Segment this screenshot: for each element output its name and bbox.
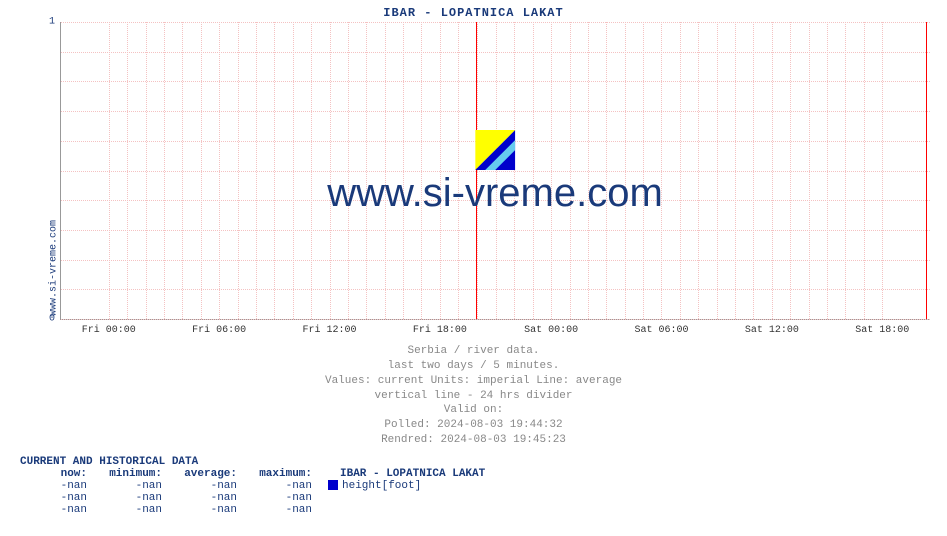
series-unit-text: height[foot] (342, 480, 421, 492)
gridline-v-minor (606, 22, 607, 319)
xtick-label: Sat 12:00 (745, 325, 799, 336)
xtick-label: Sat 00:00 (524, 325, 578, 336)
gridline-v-minor (864, 22, 865, 319)
table-row: -nan-nan-nan-nan (20, 504, 485, 516)
gridline-v (772, 22, 773, 319)
table-cell: -nan (170, 504, 245, 516)
divider-line (476, 22, 477, 319)
divider-line (926, 22, 927, 319)
gridline-v-minor (274, 22, 275, 319)
table-title: CURRENT AND HISTORICAL DATA (20, 456, 485, 468)
xtick-label: Fri 18:00 (413, 325, 467, 336)
ytick-label: 0 (49, 314, 55, 325)
gridline-v-minor (588, 22, 589, 319)
gridline-v-minor (625, 22, 626, 319)
gridline-v-minor (348, 22, 349, 319)
table-cell: -nan (20, 492, 95, 504)
table-header-row: now:minimum:average:maximum:IBAR - LOPAT… (20, 468, 485, 480)
gridline-v-minor (827, 22, 828, 319)
subtitle-line: last two days / 5 minutes. (0, 359, 947, 374)
xtick-label: Sat 18:00 (855, 325, 909, 336)
table-cell: -nan (20, 504, 95, 516)
table-cell: -nan (170, 480, 245, 492)
table-cell: -nan (245, 492, 320, 504)
subtitle-line: Serbia / river data. (0, 344, 947, 359)
gridline-v-minor (146, 22, 147, 319)
table-cell: -nan (245, 480, 320, 492)
series-swatch (328, 480, 338, 490)
gridline-v-minor (790, 22, 791, 319)
subtitle-line: vertical line - 24 hrs divider (0, 389, 947, 404)
subtitle-line: Values: current Units: imperial Line: av… (0, 374, 947, 389)
gridline-v-minor (127, 22, 128, 319)
chart-area: 01Fri 00:00Fri 06:00Fri 12:00Fri 18:00Sa… (60, 22, 930, 320)
gridline-v-minor (421, 22, 422, 319)
gridline-v-minor (385, 22, 386, 319)
gridline-v-minor (717, 22, 718, 319)
table-cell: -nan (95, 492, 170, 504)
gridline-v-minor (366, 22, 367, 319)
gridline-v (551, 22, 552, 319)
gridline-v-minor (809, 22, 810, 319)
gridline-v-minor (238, 22, 239, 319)
gridline-v-minor (643, 22, 644, 319)
gridline-v (661, 22, 662, 319)
table-column-head: average: (170, 468, 245, 480)
table-cell: -nan (95, 504, 170, 516)
xtick-label: Fri 12:00 (303, 325, 357, 336)
gridline-v-minor (698, 22, 699, 319)
table-column-head: minimum: (95, 468, 170, 480)
gridline-v (330, 22, 331, 319)
gridline-v-minor (533, 22, 534, 319)
gridline-v-minor (514, 22, 515, 319)
gridline-v-minor (256, 22, 257, 319)
gridline-h (61, 319, 930, 320)
xtick-label: Fri 06:00 (192, 325, 246, 336)
gridline-v (882, 22, 883, 319)
table-cell: -nan (170, 492, 245, 504)
subtitle-line: Polled: 2024-08-03 19:44:32 (0, 418, 947, 433)
gridline-v-minor (182, 22, 183, 319)
table-column-head: now: (20, 468, 95, 480)
gridline-v-minor (164, 22, 165, 319)
table-row: -nan-nan-nan-nan (20, 492, 485, 504)
table-column-head: maximum: (245, 468, 320, 480)
gridline-v-minor (458, 22, 459, 319)
gridline-v-minor (201, 22, 202, 319)
gridline-v-minor (496, 22, 497, 319)
table-cell: -nan (20, 480, 95, 492)
subtitle-line: Valid on: (0, 403, 947, 418)
gridline-v-minor (293, 22, 294, 319)
table-cell: -nan (245, 504, 320, 516)
gridline-v-minor (680, 22, 681, 319)
gridline-v-minor (845, 22, 846, 319)
table-row: -nan-nan-nan-nanheight[foot] (20, 480, 485, 492)
gridline-v-minor (311, 22, 312, 319)
xtick-label: Fri 00:00 (82, 325, 136, 336)
gridline-v-minor (753, 22, 754, 319)
table-cell: -nan (95, 480, 170, 492)
gridline-v (109, 22, 110, 319)
plot-area: 01Fri 00:00Fri 06:00Fri 12:00Fri 18:00Sa… (60, 22, 930, 320)
side-link: www.si-vreme.com (49, 220, 60, 316)
series-unit: height[foot] (320, 480, 421, 492)
gridline-v-minor (570, 22, 571, 319)
subtitle-block: Serbia / river data.last two days / 5 mi… (0, 344, 947, 448)
gridline-v (219, 22, 220, 319)
subtitle-line: Rendred: 2024-08-03 19:45:23 (0, 433, 947, 448)
gridline-v (440, 22, 441, 319)
ytick-label: 1 (49, 17, 55, 28)
data-table: CURRENT AND HISTORICAL DATA now:minimum:… (20, 456, 485, 516)
gridline-v-minor (403, 22, 404, 319)
gridline-v-minor (735, 22, 736, 319)
chart-title: IBAR - LOPATNICA LAKAT (0, 6, 947, 20)
series-name: IBAR - LOPATNICA LAKAT (320, 468, 485, 480)
xtick-label: Sat 06:00 (634, 325, 688, 336)
